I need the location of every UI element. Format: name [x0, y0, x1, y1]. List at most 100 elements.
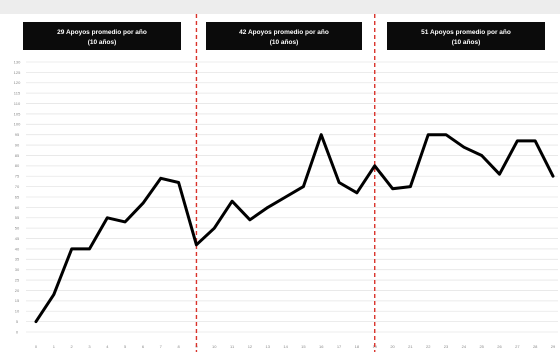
x-tick-label: 20 [390, 344, 395, 349]
period-banner-1-line1: 29 Apoyos promedio por año [57, 29, 147, 36]
data-point [141, 202, 145, 205]
period-banner-2-line1: 42 Apoyos promedio por año [239, 29, 329, 36]
data-point [70, 247, 73, 251]
x-tick-label: 5 [124, 344, 127, 349]
period-separators [195, 14, 376, 352]
data-point [516, 139, 519, 143]
y-tick-label: 75 [15, 174, 20, 179]
period-banner-3: 51 Apoyos promedio por año (10 años) [387, 22, 545, 50]
y-tick-label: 125 [14, 70, 21, 75]
x-tick-label: 14 [283, 344, 288, 349]
data-point [266, 206, 269, 209]
data-point [462, 145, 466, 149]
data-point [34, 320, 38, 323]
series-line [34, 133, 555, 324]
y-tick-label: 15 [15, 298, 20, 303]
x-tick-label: 29 [551, 344, 556, 349]
x-tick-label: 18 [355, 344, 360, 349]
data-point [480, 154, 483, 157]
y-tick-label: 105 [14, 111, 21, 116]
period-banner-3-box [387, 22, 545, 50]
data-point [355, 191, 359, 195]
y-tick-label: 115 [14, 91, 21, 96]
data-point [159, 177, 162, 180]
y-tick-label: 50 [15, 226, 20, 231]
y-tick-label: 70 [15, 184, 20, 189]
y-tick-label: 30 [15, 267, 20, 272]
y-tick-label: 55 [15, 215, 20, 220]
x-tick-label: 26 [497, 344, 502, 349]
data-point [230, 199, 234, 203]
x-tick-label: 6 [142, 344, 145, 349]
y-tick-label: 60 [15, 205, 20, 210]
y-tick-label: 110 [14, 101, 21, 106]
y-tick-label: 25 [15, 277, 20, 282]
data-point [427, 133, 430, 136]
series-points [34, 133, 555, 323]
x-tick-label: 22 [426, 344, 431, 349]
x-axis-ticks: 0123456789101112131415161718192021222324… [35, 344, 556, 349]
gridlines [26, 61, 558, 333]
x-tick-label: 15 [301, 344, 306, 349]
x-tick-label: 27 [515, 344, 520, 349]
data-point [373, 164, 376, 168]
x-tick-label: 16 [319, 344, 324, 349]
x-tick-label: 24 [462, 344, 467, 349]
data-point [88, 247, 91, 251]
y-tick-label: 80 [15, 163, 20, 168]
y-tick-label: 120 [14, 80, 21, 85]
y-tick-label: 5 [16, 319, 19, 324]
data-point [52, 293, 56, 296]
x-tick-label: 11 [230, 344, 235, 349]
period-banner-2: 42 Apoyos promedio por año (10 años) [206, 22, 362, 50]
period-banner-1: 29 Apoyos promedio por año (10 años) [23, 22, 181, 50]
data-point [302, 185, 305, 188]
data-point [498, 172, 501, 176]
x-tick-label: 21 [408, 344, 413, 349]
y-tick-label: 0 [16, 329, 19, 334]
y-tick-label: 65 [15, 194, 20, 199]
data-point [551, 175, 555, 178]
data-point [106, 216, 109, 219]
y-tick-label: 85 [15, 153, 20, 158]
data-point [444, 133, 448, 136]
y-tick-label: 10 [15, 309, 20, 314]
data-point [123, 220, 127, 224]
x-tick-label: 3 [88, 344, 91, 349]
x-tick-label: 17 [337, 344, 342, 349]
period-banner-1-line2: (10 años) [88, 39, 117, 46]
data-point [213, 226, 216, 230]
x-tick-label: 8 [178, 344, 181, 349]
y-tick-label: 35 [15, 257, 20, 262]
x-tick-label: 4 [106, 344, 109, 349]
period-banner-3-line2: (10 años) [452, 39, 481, 46]
period-banner-2-box [206, 22, 362, 50]
period-banner-3-line1: 51 Apoyos promedio por año [421, 29, 511, 36]
y-tick-label: 130 [14, 59, 21, 64]
x-tick-label: 12 [248, 344, 253, 349]
data-point [284, 195, 287, 199]
data-point [177, 181, 180, 184]
header-band [0, 0, 560, 14]
data-point [195, 243, 198, 246]
data-point [248, 218, 252, 222]
data-point [533, 139, 537, 143]
y-axis-ticks: 0 5 10 15 20 25 30 35 40 45 50 55 60 65 70 75 80 85 90 95 10… [14, 59, 21, 334]
y-tick-label: 95 [15, 132, 20, 137]
x-tick-label: 0 [35, 344, 38, 349]
x-tick-label: 2 [71, 344, 74, 349]
data-point [409, 185, 412, 188]
x-tick-label: 13 [266, 344, 271, 349]
x-tick-label: 10 [212, 344, 217, 349]
y-tick-label: 45 [15, 236, 20, 241]
x-tick-label: 7 [160, 344, 163, 349]
x-tick-label: 23 [444, 344, 449, 349]
data-point [337, 181, 341, 184]
data-point [391, 187, 394, 190]
x-tick-label: 28 [533, 344, 538, 349]
x-tick-label: 1 [53, 344, 56, 349]
period-banner-2-line2: (10 años) [270, 39, 299, 46]
y-tick-label: 90 [15, 142, 20, 147]
x-tick-label: 25 [479, 344, 484, 349]
